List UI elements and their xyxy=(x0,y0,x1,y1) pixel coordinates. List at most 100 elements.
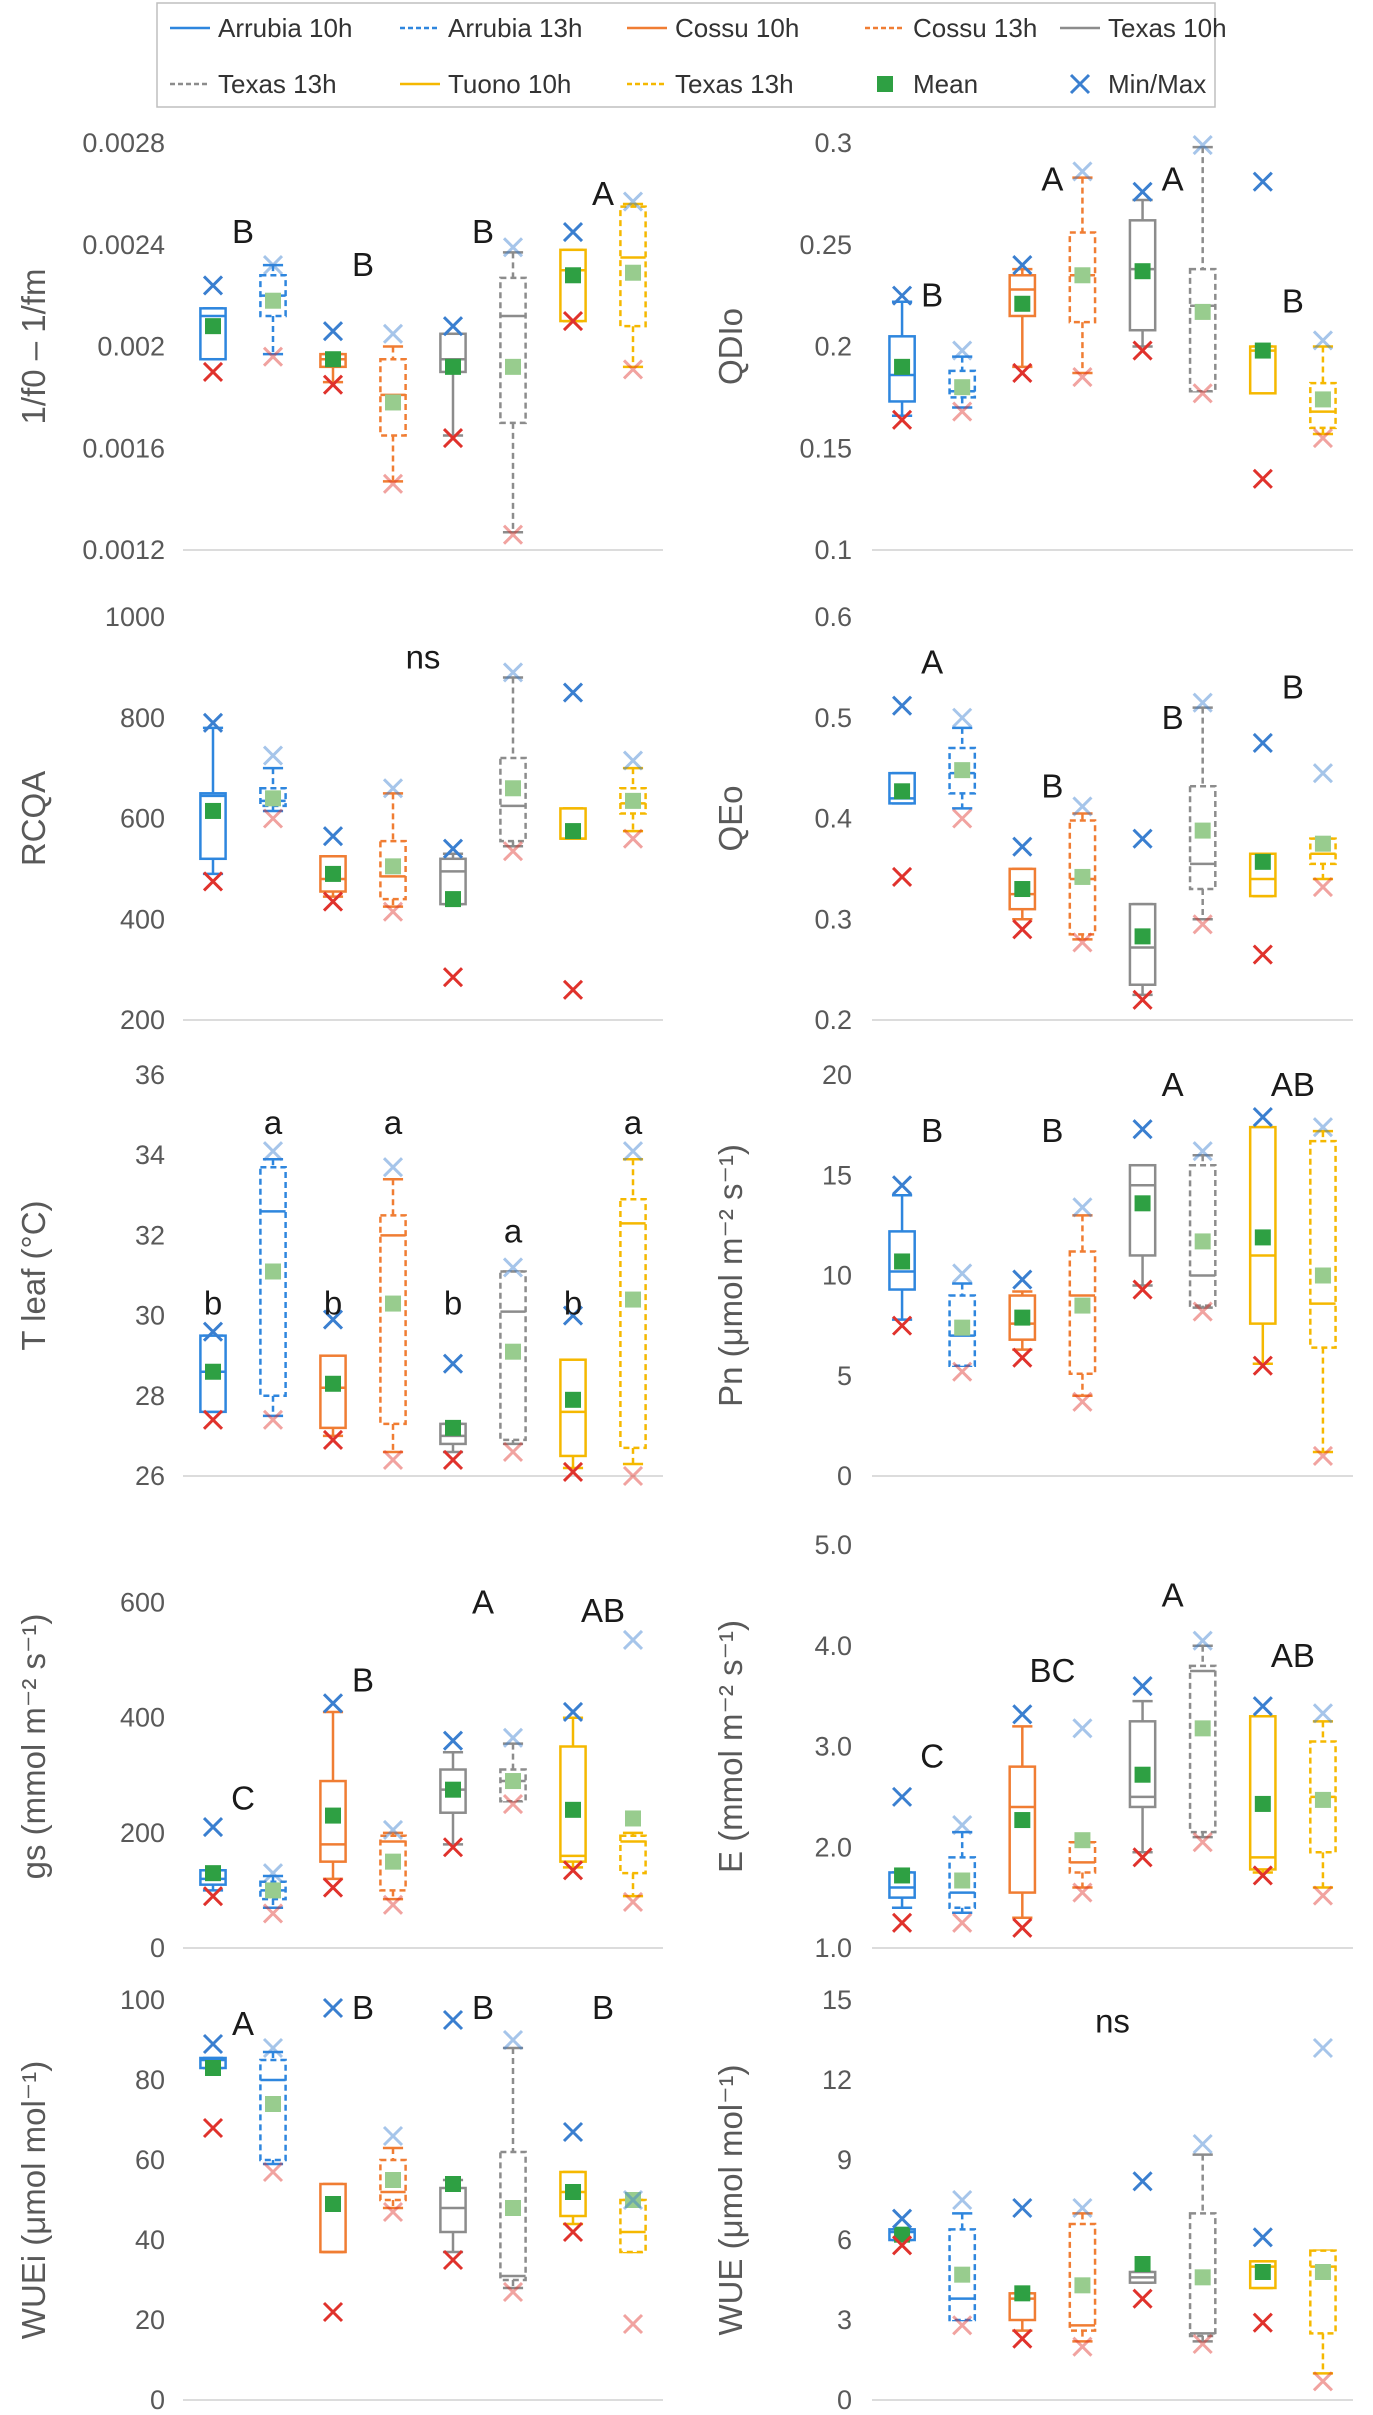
min-marker xyxy=(202,1409,224,1430)
max-marker xyxy=(562,682,584,703)
box-2 xyxy=(259,745,287,829)
box-6 xyxy=(499,1727,527,1815)
minmax-markers xyxy=(502,2029,524,2303)
significance-letter: A xyxy=(1162,1066,1184,1103)
minmax-markers xyxy=(502,662,524,862)
mean-marker xyxy=(954,2266,971,2283)
box-iqr xyxy=(1309,1139,1337,1349)
significance-letter: AB xyxy=(1271,1066,1315,1103)
box-iqr xyxy=(1188,1163,1217,1307)
mean-marker xyxy=(325,1807,341,1824)
box-8 xyxy=(619,2189,647,2335)
minmax-markers xyxy=(382,2125,404,2223)
y-tick-label: 0 xyxy=(150,2385,165,2410)
box-1 xyxy=(888,1175,916,1336)
min-marker xyxy=(1072,1391,1093,1412)
significance-letter: ns xyxy=(406,638,441,675)
min-marker xyxy=(892,2235,913,2256)
box-2 xyxy=(259,1141,287,1430)
box-5 xyxy=(439,316,467,449)
mean-marker xyxy=(1014,881,1031,898)
min-marker xyxy=(1132,2288,1153,2309)
minmax-markers xyxy=(952,1815,973,1933)
min-marker xyxy=(1012,1347,1033,1368)
min-marker xyxy=(1012,1917,1033,1938)
max-marker xyxy=(1132,1119,1153,1140)
box-4 xyxy=(379,778,407,922)
mean-marker xyxy=(1314,1267,1331,1284)
min-marker xyxy=(1312,2371,1334,2392)
minmax-markers xyxy=(1132,2171,1153,2309)
max-marker xyxy=(1252,2227,1273,2248)
max-marker xyxy=(1072,1197,1093,1218)
max-marker xyxy=(892,1175,913,1196)
box-5 xyxy=(1128,1119,1157,1300)
min-marker xyxy=(1012,2328,1033,2349)
box-4 xyxy=(1068,1718,1097,1903)
min-marker xyxy=(622,1465,644,1487)
box-1 xyxy=(199,275,227,382)
min-marker xyxy=(1012,919,1033,940)
significance-letter: b xyxy=(204,1285,222,1322)
mean-marker xyxy=(565,2184,581,2200)
box-1 xyxy=(199,712,227,892)
mean-marker xyxy=(205,1865,221,1882)
max-marker xyxy=(1132,2171,1153,2192)
max-marker xyxy=(1012,1269,1033,1290)
box-iqr xyxy=(948,1294,977,1367)
min-marker xyxy=(892,409,913,430)
y-axis-label: QDIo xyxy=(712,308,749,385)
significance-letter: A xyxy=(1041,161,1063,198)
y-tick-label: 0.0028 xyxy=(82,128,165,158)
max-marker xyxy=(322,826,344,847)
min-marker xyxy=(442,2249,464,2271)
minmax-markers xyxy=(202,1817,224,1907)
max-marker xyxy=(262,255,284,276)
mean-marker xyxy=(565,1801,581,1818)
mean-marker xyxy=(205,1363,221,1380)
box-6 xyxy=(499,237,527,545)
y-tick-label: 400 xyxy=(120,904,165,934)
significance-letter: a xyxy=(504,1212,523,1249)
min-marker xyxy=(892,1315,913,1336)
max-marker xyxy=(1012,2197,1033,2219)
y-tick-label: 0.1 xyxy=(814,535,852,565)
y-tick-label: 100 xyxy=(120,1985,165,2015)
min-marker xyxy=(322,1429,344,1450)
mean-marker xyxy=(1134,263,1151,280)
box-3 xyxy=(319,321,347,395)
box-8 xyxy=(1309,1703,1337,1906)
box-7 xyxy=(1248,171,1277,489)
min-marker xyxy=(382,2201,404,2223)
max-marker xyxy=(1072,161,1093,182)
mean-marker xyxy=(445,891,461,908)
mean-marker xyxy=(1074,267,1091,284)
max-marker xyxy=(382,1157,404,1178)
min-marker xyxy=(1252,1355,1273,1376)
panel-6: 0 5 10 15 20 Pn (μmol m⁻² s⁻¹) B B A AB xyxy=(712,1060,1353,1491)
significance-letter: a xyxy=(624,1104,643,1141)
minmax-markers xyxy=(562,1305,584,1483)
mean-marker xyxy=(265,292,281,309)
mean-marker xyxy=(385,858,401,875)
minmax-markers xyxy=(1252,732,1273,965)
mean-marker xyxy=(954,762,971,779)
y-tick-label: 5.0 xyxy=(814,1530,852,1560)
minmax-markers xyxy=(202,275,224,382)
significance-letter: BC xyxy=(1029,1652,1075,1689)
min-marker xyxy=(322,374,344,395)
y-axis-label: QEo xyxy=(712,785,749,851)
box-iqr xyxy=(1008,1765,1037,1894)
minmax-markers xyxy=(562,1701,584,1881)
min-marker xyxy=(1192,1301,1213,1322)
min-marker xyxy=(1252,1865,1273,1886)
significance-letter: B xyxy=(352,1661,374,1698)
significance-letter: b xyxy=(564,1285,582,1322)
minmax-markers xyxy=(1312,1703,1334,1906)
y-tick-label: 1000 xyxy=(105,602,165,632)
y-tick-label: 20 xyxy=(822,1060,852,1090)
mean-marker xyxy=(445,358,461,375)
min-marker xyxy=(502,524,524,545)
box-4 xyxy=(379,1819,407,1915)
